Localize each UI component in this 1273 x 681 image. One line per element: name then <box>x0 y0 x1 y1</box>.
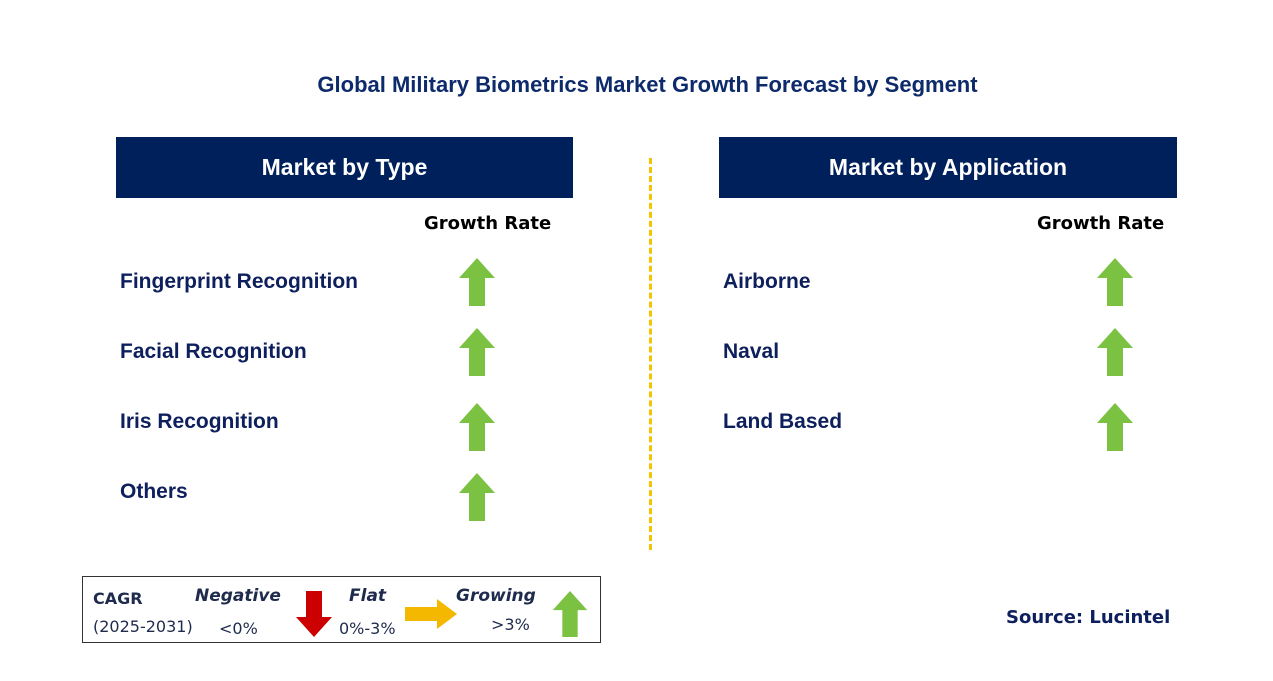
cagr-legend: CAGR (2025-2031) Negative <0% Flat 0%-3%… <box>82 576 601 643</box>
up-arrow-icon <box>459 473 495 521</box>
legend-growing-label: Growing <box>456 586 536 606</box>
application-item-airborne: Airborne <box>723 270 811 293</box>
type-panel-header: Market by Type <box>116 137 573 198</box>
application-item-land-based: Land Based <box>723 410 843 433</box>
up-arrow-icon <box>459 328 495 376</box>
type-item-fingerprint-recognition: Fingerprint Recognition <box>120 270 358 293</box>
up-arrow-icon <box>1097 328 1133 376</box>
legend-negative-range: <0% <box>219 619 258 638</box>
up-arrow-icon <box>1097 403 1133 451</box>
type-item-others: Others <box>120 480 188 503</box>
legend-period: (2025-2031) <box>93 617 193 636</box>
up-arrow-icon <box>552 591 588 637</box>
panel-divider <box>649 158 652 550</box>
application-growth-rate-label: Growth Rate <box>1037 213 1165 234</box>
application-panel-header: Market by Application <box>719 137 1177 198</box>
legend-growing-range: >3% <box>491 615 530 634</box>
up-arrow-icon <box>1097 258 1133 306</box>
source-label: Source: Lucintel <box>1006 607 1171 628</box>
legend-flat-range: 0%-3% <box>339 619 396 638</box>
type-item-iris-recognition: Iris Recognition <box>120 410 279 433</box>
type-item-facial-recognition: Facial Recognition <box>120 340 307 363</box>
legend-flat-label: Flat <box>349 586 387 606</box>
down-arrow-icon <box>296 591 332 637</box>
up-arrow-icon <box>459 403 495 451</box>
page-title: Global Military Biometrics Market Growth… <box>317 72 978 97</box>
legend-cagr-label: CAGR <box>93 589 143 608</box>
legend-negative-label: Negative <box>195 586 281 606</box>
type-growth-rate-label: Growth Rate <box>424 213 552 234</box>
application-item-naval: Naval <box>723 340 780 363</box>
up-arrow-icon <box>459 258 495 306</box>
right-arrow-icon <box>405 599 457 629</box>
